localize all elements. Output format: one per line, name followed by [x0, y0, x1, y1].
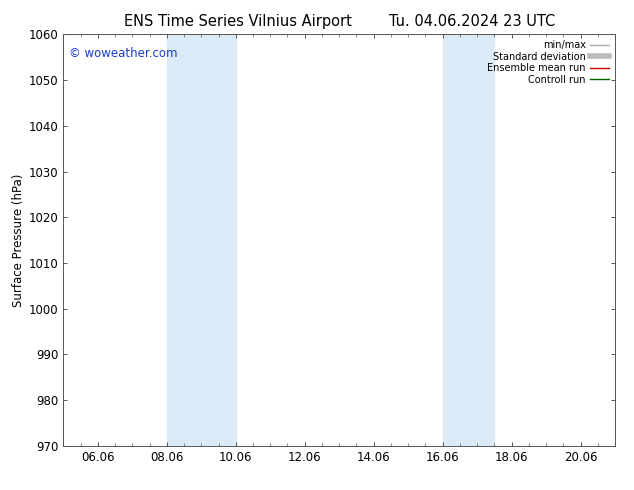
Text: © woweather.com: © woweather.com [69, 47, 178, 60]
Bar [443, 34, 495, 446]
Legend: min/max, Standard deviation, Ensemble mean run, Controll run: min/max, Standard deviation, Ensemble me… [483, 36, 613, 88]
Title: ENS Time Series Vilnius Airport        Tu. 04.06.2024 23 UTC: ENS Time Series Vilnius Airport Tu. 04.0… [124, 14, 555, 29]
Y-axis label: Surface Pressure (hPa): Surface Pressure (hPa) [11, 173, 25, 307]
Bar [167, 34, 236, 446]
